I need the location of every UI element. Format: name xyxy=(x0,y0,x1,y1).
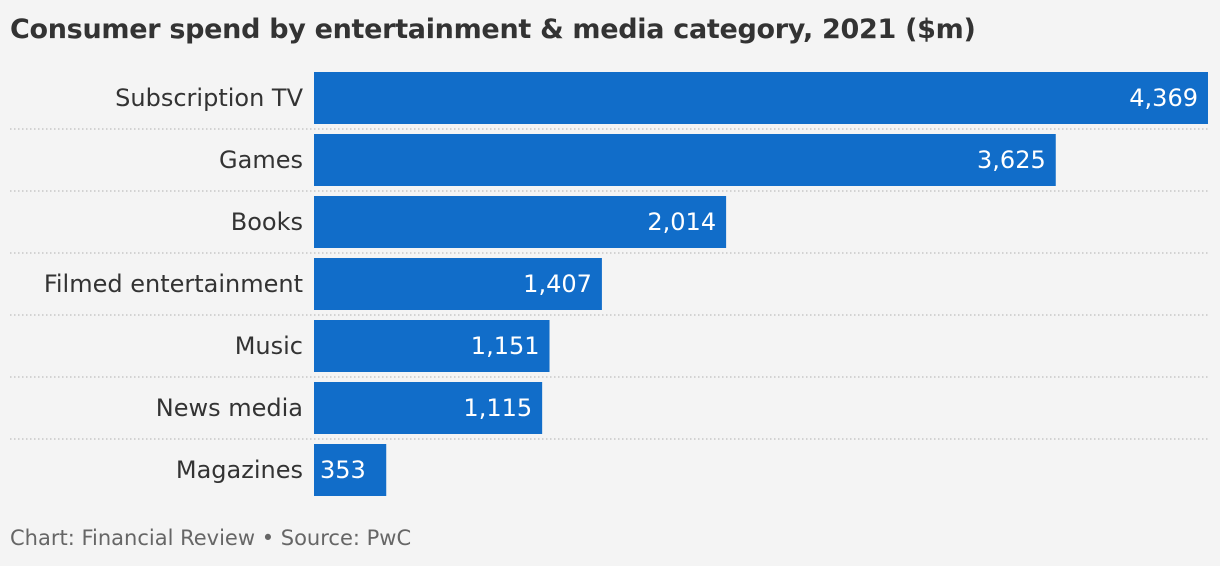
category-label-music: Music xyxy=(235,332,303,360)
chart-footer: Chart: Financial Review • Source: PwC xyxy=(10,526,412,550)
bar-games xyxy=(314,134,1056,186)
bar-filmed-entertainment xyxy=(314,258,602,310)
category-label-filmed-entertainment: Filmed entertainment xyxy=(44,270,303,298)
category-label-games: Games xyxy=(219,146,303,174)
value-label-news-media: 1,115 xyxy=(463,394,532,422)
category-labels: Subscription TV Games Books Filmed entertai… xyxy=(44,84,304,484)
value-label-filmed-entertainment: 1,407 xyxy=(523,270,592,298)
category-label-magazines: Magazines xyxy=(176,456,303,484)
value-label-magazines: 353 xyxy=(320,456,366,484)
bar-subscription-tv xyxy=(314,72,1208,124)
bar-news-media xyxy=(314,382,543,434)
category-label-books: Books xyxy=(231,208,303,236)
bars-group xyxy=(314,72,1208,496)
value-label-books: 2,014 xyxy=(647,208,716,236)
value-label-music: 1,151 xyxy=(471,332,540,360)
value-label-games: 3,625 xyxy=(977,146,1046,174)
category-label-subscription-tv: Subscription TV xyxy=(115,84,303,112)
bar-magazines xyxy=(314,444,387,496)
chart-title: Consumer spend by entertainment & media … xyxy=(10,14,976,45)
value-labels: 4,369 3,625 2,014 1,407 1,151 1,115 353 xyxy=(320,84,1198,484)
category-label-news-media: News media xyxy=(156,394,303,422)
bar-music xyxy=(314,320,550,372)
bar-books xyxy=(314,196,727,248)
value-label-subscription-tv: 4,369 xyxy=(1129,84,1198,112)
